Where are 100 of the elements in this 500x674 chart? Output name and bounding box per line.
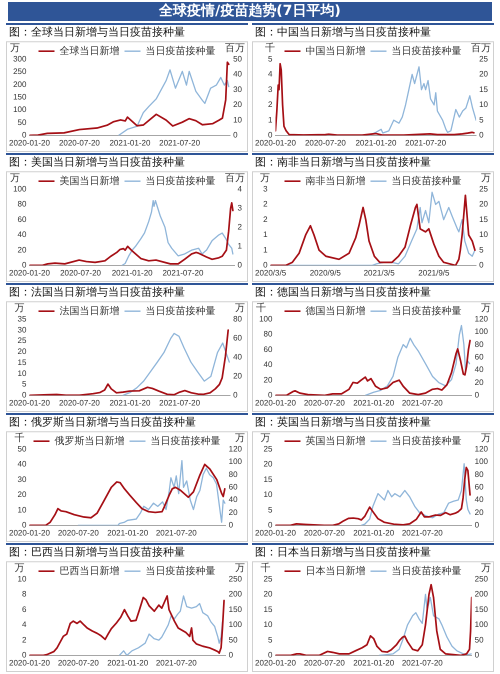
y2-tick-label: 0	[474, 520, 480, 530]
y2-tick-label: 200	[474, 590, 489, 599]
y-tick-label: 80	[18, 200, 28, 209]
x-tick-label: 2020/9/5	[310, 268, 342, 278]
y2-tick-label: 120	[474, 444, 489, 454]
y-axis-title: 万	[10, 172, 20, 184]
y2-tick-label: 60	[228, 482, 238, 492]
y-tick-label: 20	[18, 245, 28, 254]
y2-tick-label: 120	[228, 444, 243, 454]
y2-axis-title: 万	[235, 562, 245, 574]
y2-axis-title: 万	[481, 172, 491, 184]
x-tick-label: 2020-07-20	[60, 268, 102, 278]
y2-tick-label: 25	[479, 184, 489, 194]
y2-tick-label: 20	[479, 70, 489, 79]
y-tick-label: 60	[264, 344, 274, 354]
y-tick-label: 1	[263, 230, 268, 240]
legend-label: 美国当日新增	[60, 174, 120, 187]
x-tick-label: 2020-01-20	[9, 398, 50, 408]
y2-tick-label: 40	[233, 352, 243, 362]
y-tick-label: 4	[22, 620, 28, 630]
x-tick-label: 2021-01-20	[107, 528, 149, 538]
y2-tick-label: 200	[228, 590, 243, 599]
y2-tick-label: 250	[228, 574, 243, 584]
x-tick-label: 2021-07-20	[402, 528, 444, 538]
y-tick-label: 0	[22, 260, 28, 270]
y-tick-label: 5	[22, 380, 28, 389]
legend-label: 当日疫苗接种量	[146, 174, 216, 187]
legend-label: 英国当日新增	[306, 434, 366, 447]
y-tick-label: 20	[18, 347, 28, 356]
y2-tick-label: 80	[228, 470, 238, 479]
y-tick-label: 1	[263, 245, 268, 254]
y2-tick-label: 40	[233, 70, 243, 79]
y2-tick-label: 5	[479, 245, 484, 254]
y-tick-label: 0	[22, 650, 28, 660]
x-tick-label: 2020/3/5	[255, 268, 287, 278]
legend-label: 当日疫苗接种量	[146, 304, 216, 317]
y-tick-label: 50	[18, 118, 28, 127]
y2-tick-label: 120	[474, 314, 489, 324]
x-tick-label: 2021-07-20	[162, 268, 204, 278]
y-tick-label: 50	[18, 444, 28, 454]
y-tick-label: 4	[268, 70, 274, 79]
y2-tick-label: 100	[228, 620, 243, 630]
y2-tick-label: 30	[233, 84, 243, 94]
x-tick-label: 2020-07-20	[58, 398, 100, 408]
y-tick-label: 0	[22, 130, 28, 140]
y2-tick-label: 20	[233, 372, 243, 381]
y2-tick-label: 40	[228, 495, 238, 504]
y-tick-label: 2	[22, 635, 28, 644]
x-tick-label: 2021-01-20	[355, 138, 397, 148]
legend-label: 当日疫苗接种量	[146, 564, 216, 577]
chart-title: 图：美国当日新增与当日疫苗接种量	[9, 155, 185, 168]
y-tick-label: 25	[264, 444, 274, 454]
y-axis-title: 千	[256, 302, 266, 314]
chart-title: 图：南非当日新增与当日疫苗接种量	[255, 155, 431, 168]
x-tick-label: 2021/9/5	[418, 268, 450, 278]
y2-tick-label: 20	[479, 200, 489, 209]
x-tick-label: 2020-01-20	[9, 658, 50, 668]
x-tick-label: 2021-07-20	[159, 138, 201, 148]
y-tick-label: 2	[263, 200, 268, 209]
x-tick-label: 2020-07-20	[58, 138, 100, 148]
x-tick-label: 2020-01-20	[9, 138, 50, 148]
legend-label: 当日疫苗接种量	[392, 44, 462, 57]
y-tick-label: 0	[268, 650, 274, 660]
y2-axis-title: 万	[235, 302, 245, 314]
y2-tick-label: 100	[474, 620, 489, 630]
y-tick-label: 0	[268, 520, 274, 530]
x-tick-label: 2021-07-20	[405, 138, 447, 148]
y2-tick-label: 0	[479, 260, 484, 270]
y2-axis-title: 万	[481, 562, 491, 574]
y-tick-label: 15	[18, 358, 28, 367]
x-tick-label: 2020-01-20	[255, 658, 296, 668]
y2-tick-label: 20	[233, 100, 243, 110]
y-axis-title: 千	[265, 42, 276, 54]
x-tick-label: 2021-07-20	[159, 398, 201, 408]
y2-tick-label: 20	[228, 508, 238, 517]
legend-label: 当日疫苗接种量	[146, 44, 216, 57]
y2-tick-label: 0	[228, 520, 234, 530]
chart-title: 图：德国当日新增与当日疫苗接种量	[255, 285, 431, 298]
y-tick-label: 25	[264, 574, 274, 584]
legend-label: 当日疫苗接种量	[392, 564, 462, 577]
legend-label: 法国当日新增	[60, 304, 120, 317]
x-tick-label: 2021-01-20	[109, 398, 151, 408]
chart-title: 图：巴西当日新增与当日疫苗接种量	[9, 545, 185, 558]
x-tick-label: 2021/3/5	[364, 268, 396, 278]
x-tick-label: 2020-07-20	[304, 398, 346, 408]
y-tick-label: 10	[18, 574, 28, 584]
legend-label: 南非当日新增	[306, 174, 366, 187]
y-tick-label: 5	[268, 505, 274, 514]
x-tick-label: 2021-07-20	[402, 398, 444, 408]
y-tick-label: 100	[13, 105, 27, 114]
x-tick-label: 2021-07-20	[402, 658, 444, 668]
y2-tick-label: 20	[474, 508, 484, 517]
x-tick-label: 2020-07-20	[58, 658, 100, 668]
y2-tick-label: 50	[233, 54, 243, 64]
y2-tick-label: 150	[474, 604, 489, 614]
y2-tick-label: 25	[479, 54, 489, 64]
y-axis-title: 万	[260, 432, 271, 444]
y-tick-label: 5	[268, 635, 274, 644]
y2-axis-title: 万	[481, 432, 491, 444]
y2-tick-label: 0	[233, 390, 238, 400]
